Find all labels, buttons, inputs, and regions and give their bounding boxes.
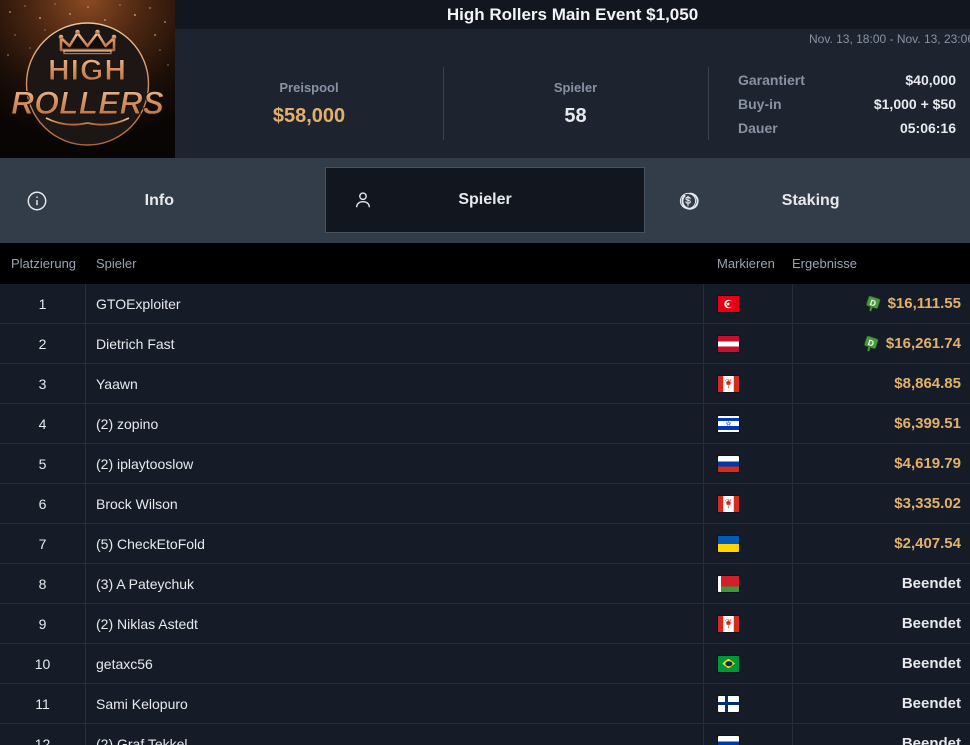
svg-text:HIGH: HIGH [48, 54, 127, 87]
svg-text:ROLLERS: ROLLERS [11, 85, 165, 121]
